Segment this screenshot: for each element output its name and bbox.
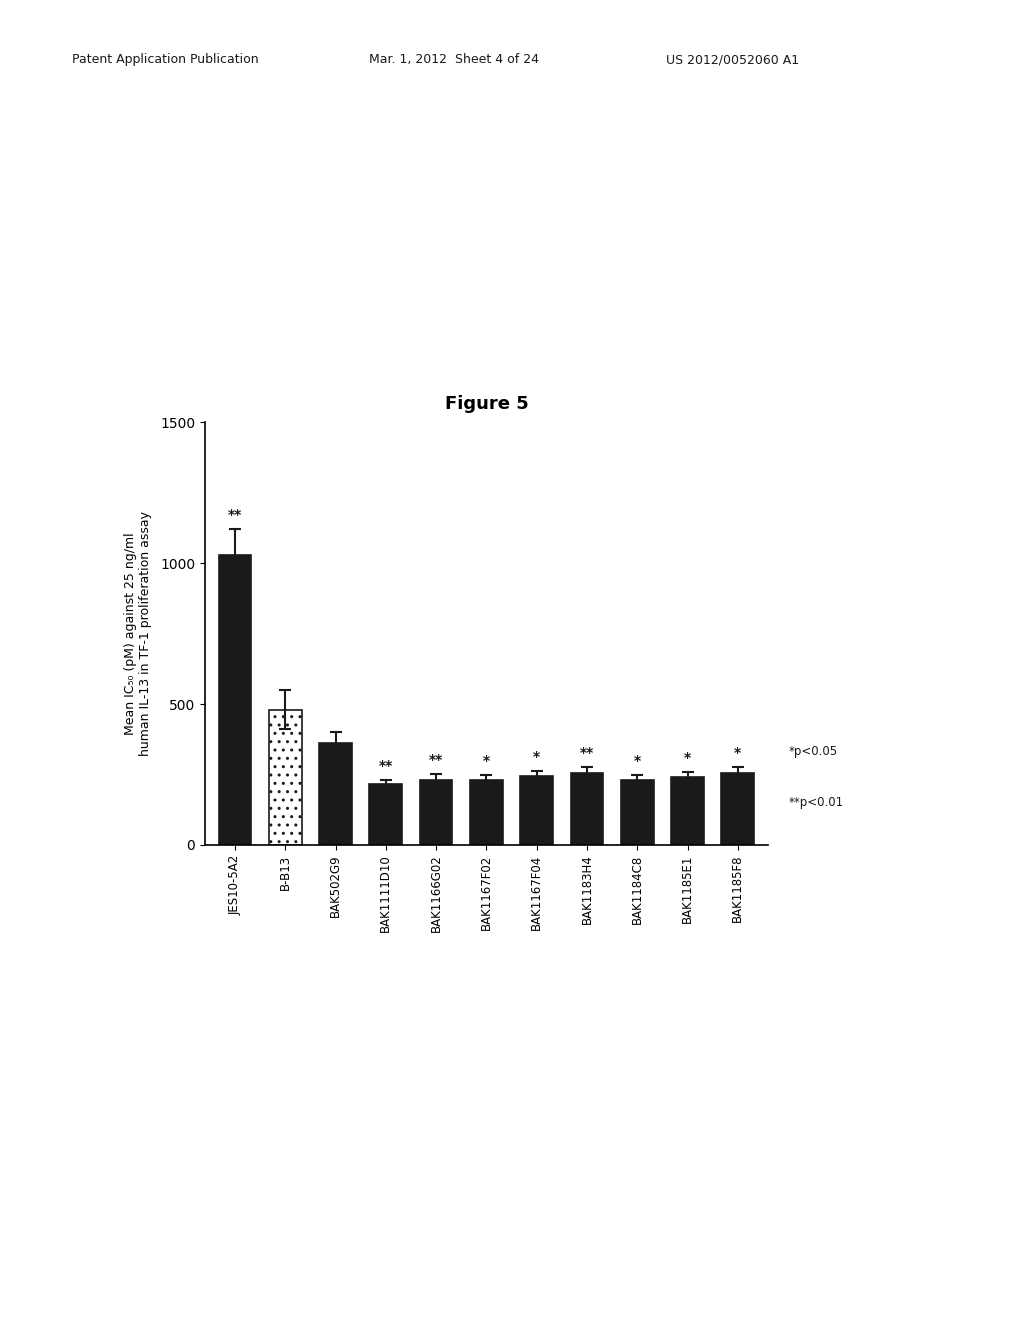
Text: **: **	[379, 759, 393, 774]
Bar	[269, 710, 302, 845]
Text: *: *	[684, 751, 691, 766]
Text: Patent Application Publication: Patent Application Publication	[72, 53, 258, 66]
Text: **: **	[580, 746, 594, 760]
Text: **: **	[429, 754, 443, 767]
Bar	[570, 774, 603, 845]
Bar	[370, 784, 402, 845]
Text: **: **	[228, 508, 242, 523]
Text: *: *	[634, 754, 641, 768]
Text: **p<0.01: **p<0.01	[788, 796, 844, 809]
Bar	[621, 780, 653, 845]
Text: *: *	[734, 746, 741, 760]
Bar	[420, 780, 453, 845]
Bar	[319, 743, 352, 845]
Y-axis label: Mean IC₅₀ (pM) against 25 ng/ml
human IL-13 in TF-1 proliferation assay: Mean IC₅₀ (pM) against 25 ng/ml human IL…	[124, 511, 152, 756]
Bar	[470, 780, 503, 845]
Title: Figure 5: Figure 5	[444, 395, 528, 413]
Text: US 2012/0052060 A1: US 2012/0052060 A1	[666, 53, 799, 66]
Bar	[722, 774, 754, 845]
Bar	[671, 777, 703, 845]
Text: Mar. 1, 2012  Sheet 4 of 24: Mar. 1, 2012 Sheet 4 of 24	[369, 53, 539, 66]
Text: *: *	[483, 754, 489, 768]
Text: *p<0.05: *p<0.05	[788, 746, 838, 759]
Bar	[219, 554, 251, 845]
Text: *: *	[534, 750, 541, 764]
Bar	[520, 776, 553, 845]
